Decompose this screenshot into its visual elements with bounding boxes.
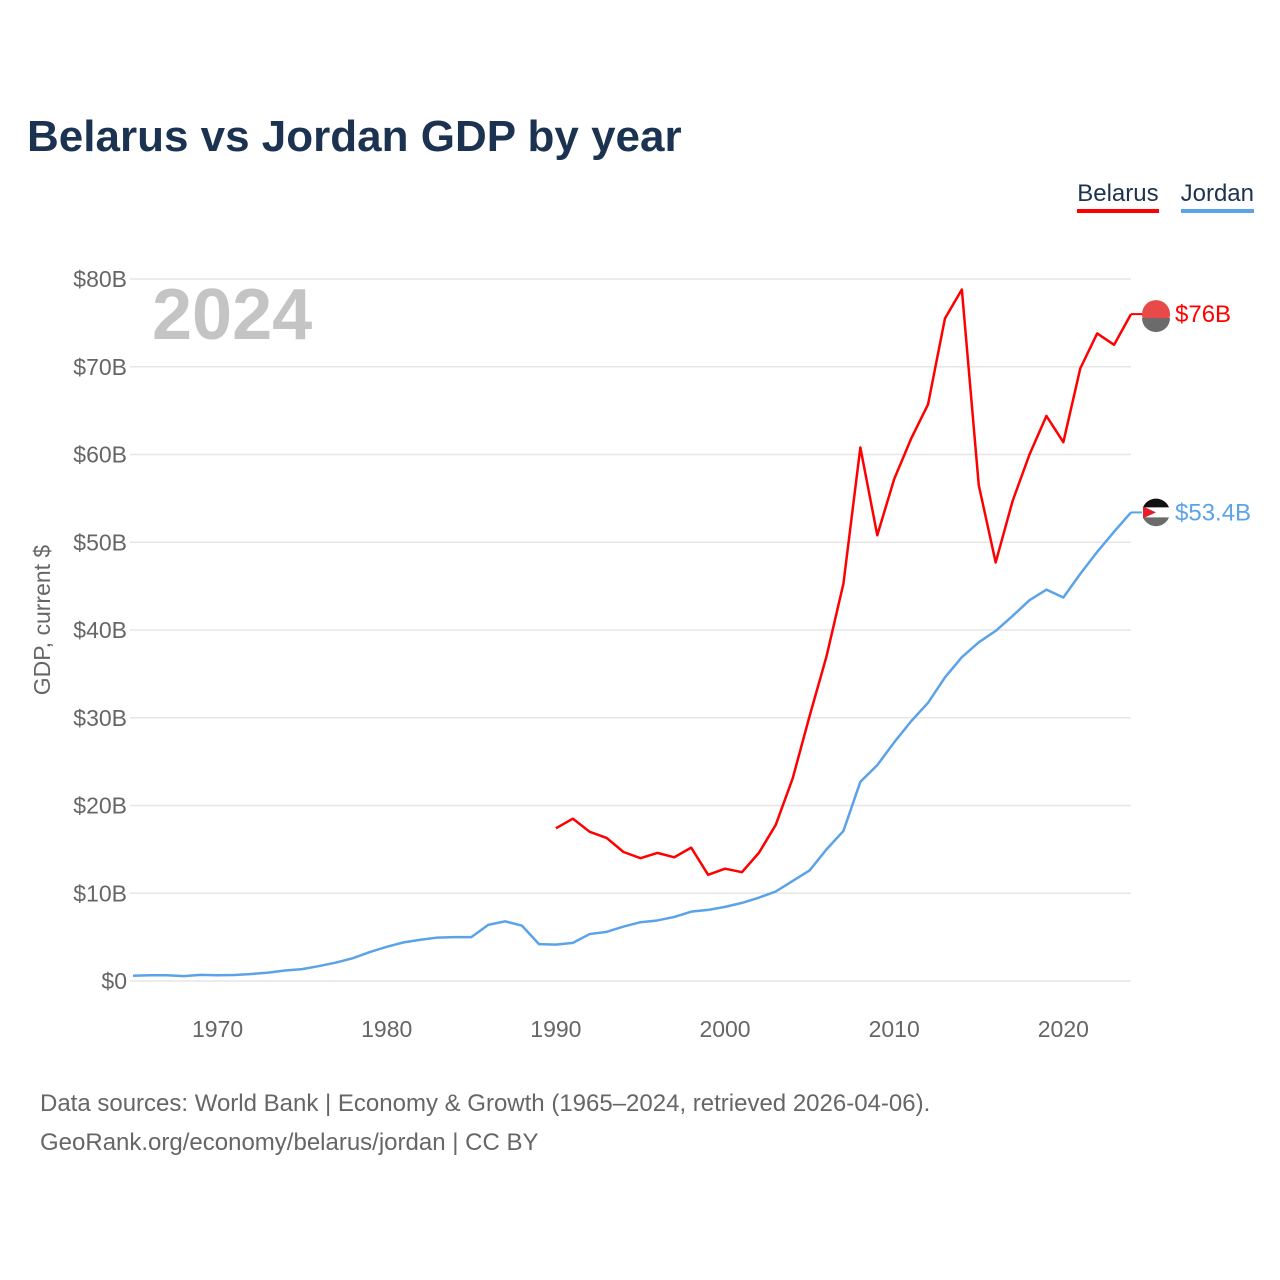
y-tick-label: $70B xyxy=(73,354,127,380)
legend-item-jordan[interactable]: Jordan xyxy=(1180,180,1254,213)
chart-title: Belarus vs Jordan GDP by year xyxy=(27,112,682,161)
x-tick-label: 2010 xyxy=(869,1016,920,1042)
y-tick-label: $20B xyxy=(73,793,127,819)
legend-item-belarus[interactable]: Belarus xyxy=(1077,180,1159,213)
attribution: GeoRank.org/economy/belarus/jordan | CC … xyxy=(40,1129,539,1156)
jordan-flag-triangle xyxy=(1143,506,1156,519)
y-tick-label: $30B xyxy=(73,705,127,731)
y-axis-label: GDP, current $ xyxy=(29,545,55,696)
y-tick-label: $0 xyxy=(101,968,127,994)
y-tick-label: $10B xyxy=(73,880,127,906)
source-note: Data sources: World Bank | Economy & Gro… xyxy=(40,1090,931,1117)
y-tick-label: $40B xyxy=(73,617,127,643)
x-tick-label: 2000 xyxy=(699,1016,750,1042)
x-tick-label: 1980 xyxy=(361,1016,412,1042)
end-value-label: $53.4B xyxy=(1175,499,1251,526)
end-value-label: $76B xyxy=(1175,301,1231,328)
legend: Belarus Jordan xyxy=(1077,180,1254,213)
y-tick-label: $80B xyxy=(73,266,127,292)
series-line-belarus xyxy=(555,288,1133,877)
x-tick-label: 2020 xyxy=(1038,1016,1089,1042)
year-watermark: 2024 xyxy=(152,275,312,355)
belarus-flag-stripe xyxy=(1142,318,1170,333)
series-line-jordan xyxy=(132,511,1132,978)
y-tick-label: $50B xyxy=(73,529,127,555)
x-tick-label: 1970 xyxy=(192,1016,243,1042)
footer: Data sources: World Bank | Economy & Gro… xyxy=(40,1084,930,1162)
y-tick-label: $60B xyxy=(73,442,127,468)
x-tick-label: 1990 xyxy=(530,1016,581,1042)
jordan-flag-black xyxy=(1143,498,1169,508)
jordan-flag-green xyxy=(1143,517,1169,527)
